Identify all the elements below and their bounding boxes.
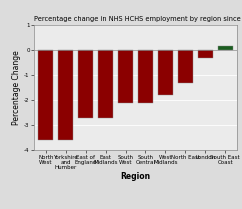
Bar xyxy=(198,50,213,58)
Bar xyxy=(118,50,133,103)
Bar xyxy=(138,50,153,103)
Bar xyxy=(58,50,73,140)
Bar xyxy=(158,50,173,95)
Bar xyxy=(78,50,93,118)
X-axis label: Region: Region xyxy=(121,172,151,181)
Text: Percentage change in NHS HCHS employment by region since May 2010: Percentage change in NHS HCHS employment… xyxy=(34,16,242,22)
Bar xyxy=(38,50,53,140)
Bar xyxy=(178,50,193,83)
Bar xyxy=(98,50,113,118)
Bar xyxy=(218,46,233,50)
Y-axis label: Percentage Change: Percentage Change xyxy=(12,50,22,125)
